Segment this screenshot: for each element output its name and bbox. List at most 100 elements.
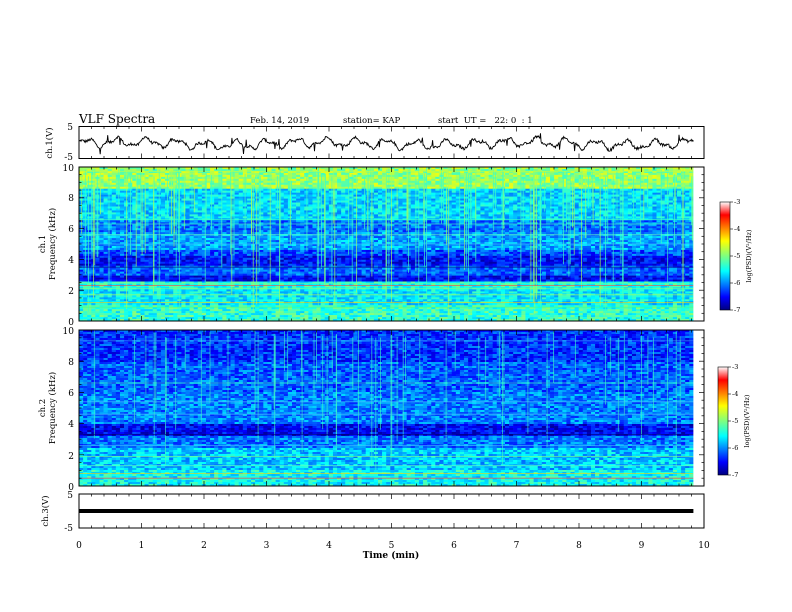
spectrogram-cell <box>669 177 673 179</box>
spectrogram-cell <box>616 220 620 222</box>
spectrogram-cell <box>362 175 366 177</box>
spectrogram-cell <box>108 179 112 181</box>
spectrogram-cell <box>112 208 116 210</box>
spectrogram-cell <box>669 187 673 189</box>
spectrogram-cell <box>509 179 513 181</box>
spectrogram-cell <box>484 226 488 228</box>
spectrogram-cell <box>210 228 214 230</box>
spectrogram-cell <box>546 210 550 212</box>
spectrogram-cell <box>358 212 362 214</box>
spectrogram-cell <box>509 169 513 171</box>
spectrogram-cell <box>616 197 620 199</box>
spectrogram-cell <box>587 206 591 208</box>
spectrogram-cell <box>304 187 308 189</box>
spectrogram-cell <box>484 224 488 226</box>
spectrogram-cell <box>349 179 353 181</box>
spectrogram-cell <box>394 187 398 189</box>
spectrogram-cell <box>665 187 669 189</box>
spectrogram-cell <box>558 183 562 185</box>
spectrogram-cell <box>362 189 366 191</box>
spectrogram-cell <box>452 216 456 218</box>
spectrogram-cell <box>505 210 509 212</box>
spectrogram-cell <box>300 201 304 203</box>
spectrogram-cell <box>427 189 431 191</box>
spectrogram-cell <box>648 183 652 185</box>
spectrogram-cell <box>644 212 648 214</box>
spectrogram-cell <box>124 187 128 189</box>
spectrogram-cell <box>542 201 546 203</box>
spectrogram-cell <box>181 205 185 207</box>
spectrogram-cell <box>235 228 239 230</box>
spectrogram-cell <box>669 183 673 185</box>
spectrogram-cell <box>136 206 140 208</box>
spectrogram-cell <box>292 187 296 189</box>
spectrogram-cell <box>480 206 484 208</box>
spectrogram-cell <box>542 175 546 177</box>
spectrogram-cell <box>677 183 681 185</box>
spectrogram-cell <box>611 169 615 171</box>
spectrogram-cell <box>587 203 591 205</box>
spectrogram-cell <box>411 183 415 185</box>
spectrogram-cell <box>558 181 562 183</box>
spectrogram-cell <box>497 226 501 228</box>
spectrogram-cell <box>194 212 198 214</box>
spectrogram-cell <box>546 212 550 214</box>
spectrogram-cell <box>329 183 333 185</box>
spectrogram-cell <box>452 177 456 179</box>
spectrogram-cell <box>185 220 189 222</box>
spectrogram-cell <box>534 206 538 208</box>
spectrogram-cell <box>636 224 640 226</box>
spectrogram-cell <box>505 212 509 214</box>
spectrogram-cell <box>587 179 591 181</box>
spectrogram-cell <box>546 183 550 185</box>
spectrogram-cell <box>300 203 304 205</box>
spectrogram-cell <box>210 203 214 205</box>
spectrogram-cell <box>484 181 488 183</box>
spectrogram-cell <box>214 230 218 232</box>
spectrogram-cell <box>460 220 464 222</box>
spectrogram-cell <box>120 224 124 226</box>
spectrogram-cell <box>579 179 583 181</box>
spectrogram-cell <box>116 183 120 185</box>
spectrogram-cell <box>329 181 333 183</box>
spectrogram-cell <box>595 216 599 218</box>
spectrogram-cell <box>210 169 214 171</box>
spectrogram-cell <box>185 230 189 232</box>
spectrogram-cell <box>644 193 648 195</box>
spectrogram-cell <box>476 169 480 171</box>
spectrogram-cell <box>104 208 108 210</box>
spectrogram-cell <box>108 191 112 193</box>
spectrogram-cell <box>484 205 488 207</box>
spectrogram-cell <box>403 216 407 218</box>
spectrogram-cell <box>403 179 407 181</box>
spectrogram-cell <box>636 179 640 181</box>
spectrogram-cell <box>198 173 202 175</box>
spectrogram-cell <box>120 173 124 175</box>
spectrogram-cell <box>480 181 484 183</box>
spectrogram-cell <box>247 212 251 214</box>
spectrogram-cell <box>198 224 202 226</box>
spectrogram-cell <box>112 195 116 197</box>
spectrogram-cell <box>124 173 128 175</box>
spectrogram-cell <box>341 203 345 205</box>
spectrogram-cell <box>534 216 538 218</box>
spectrogram-cell <box>190 210 194 212</box>
spectrogram-cell <box>181 191 185 193</box>
spectrogram-cell <box>632 191 636 193</box>
spectrogram-cell <box>665 193 669 195</box>
spectrogram-cell <box>247 193 251 195</box>
spectrogram-cell <box>657 201 661 203</box>
spectrogram-cell <box>198 193 202 195</box>
spectrogram-cell <box>374 212 378 214</box>
spectrogram-cell <box>337 210 341 212</box>
spectrogram-cell <box>554 201 558 203</box>
spectrogram-cell <box>509 185 513 187</box>
spectrogram-cell <box>190 230 194 232</box>
spectrogram-cell <box>513 212 517 214</box>
spectrogram-cell <box>112 175 116 177</box>
spectrogram-cell <box>427 212 431 214</box>
spectrogram-cell <box>353 197 357 199</box>
spectrogram-cell <box>673 212 677 214</box>
spectrogram-cell <box>505 181 509 183</box>
spectrogram-cell <box>308 173 312 175</box>
